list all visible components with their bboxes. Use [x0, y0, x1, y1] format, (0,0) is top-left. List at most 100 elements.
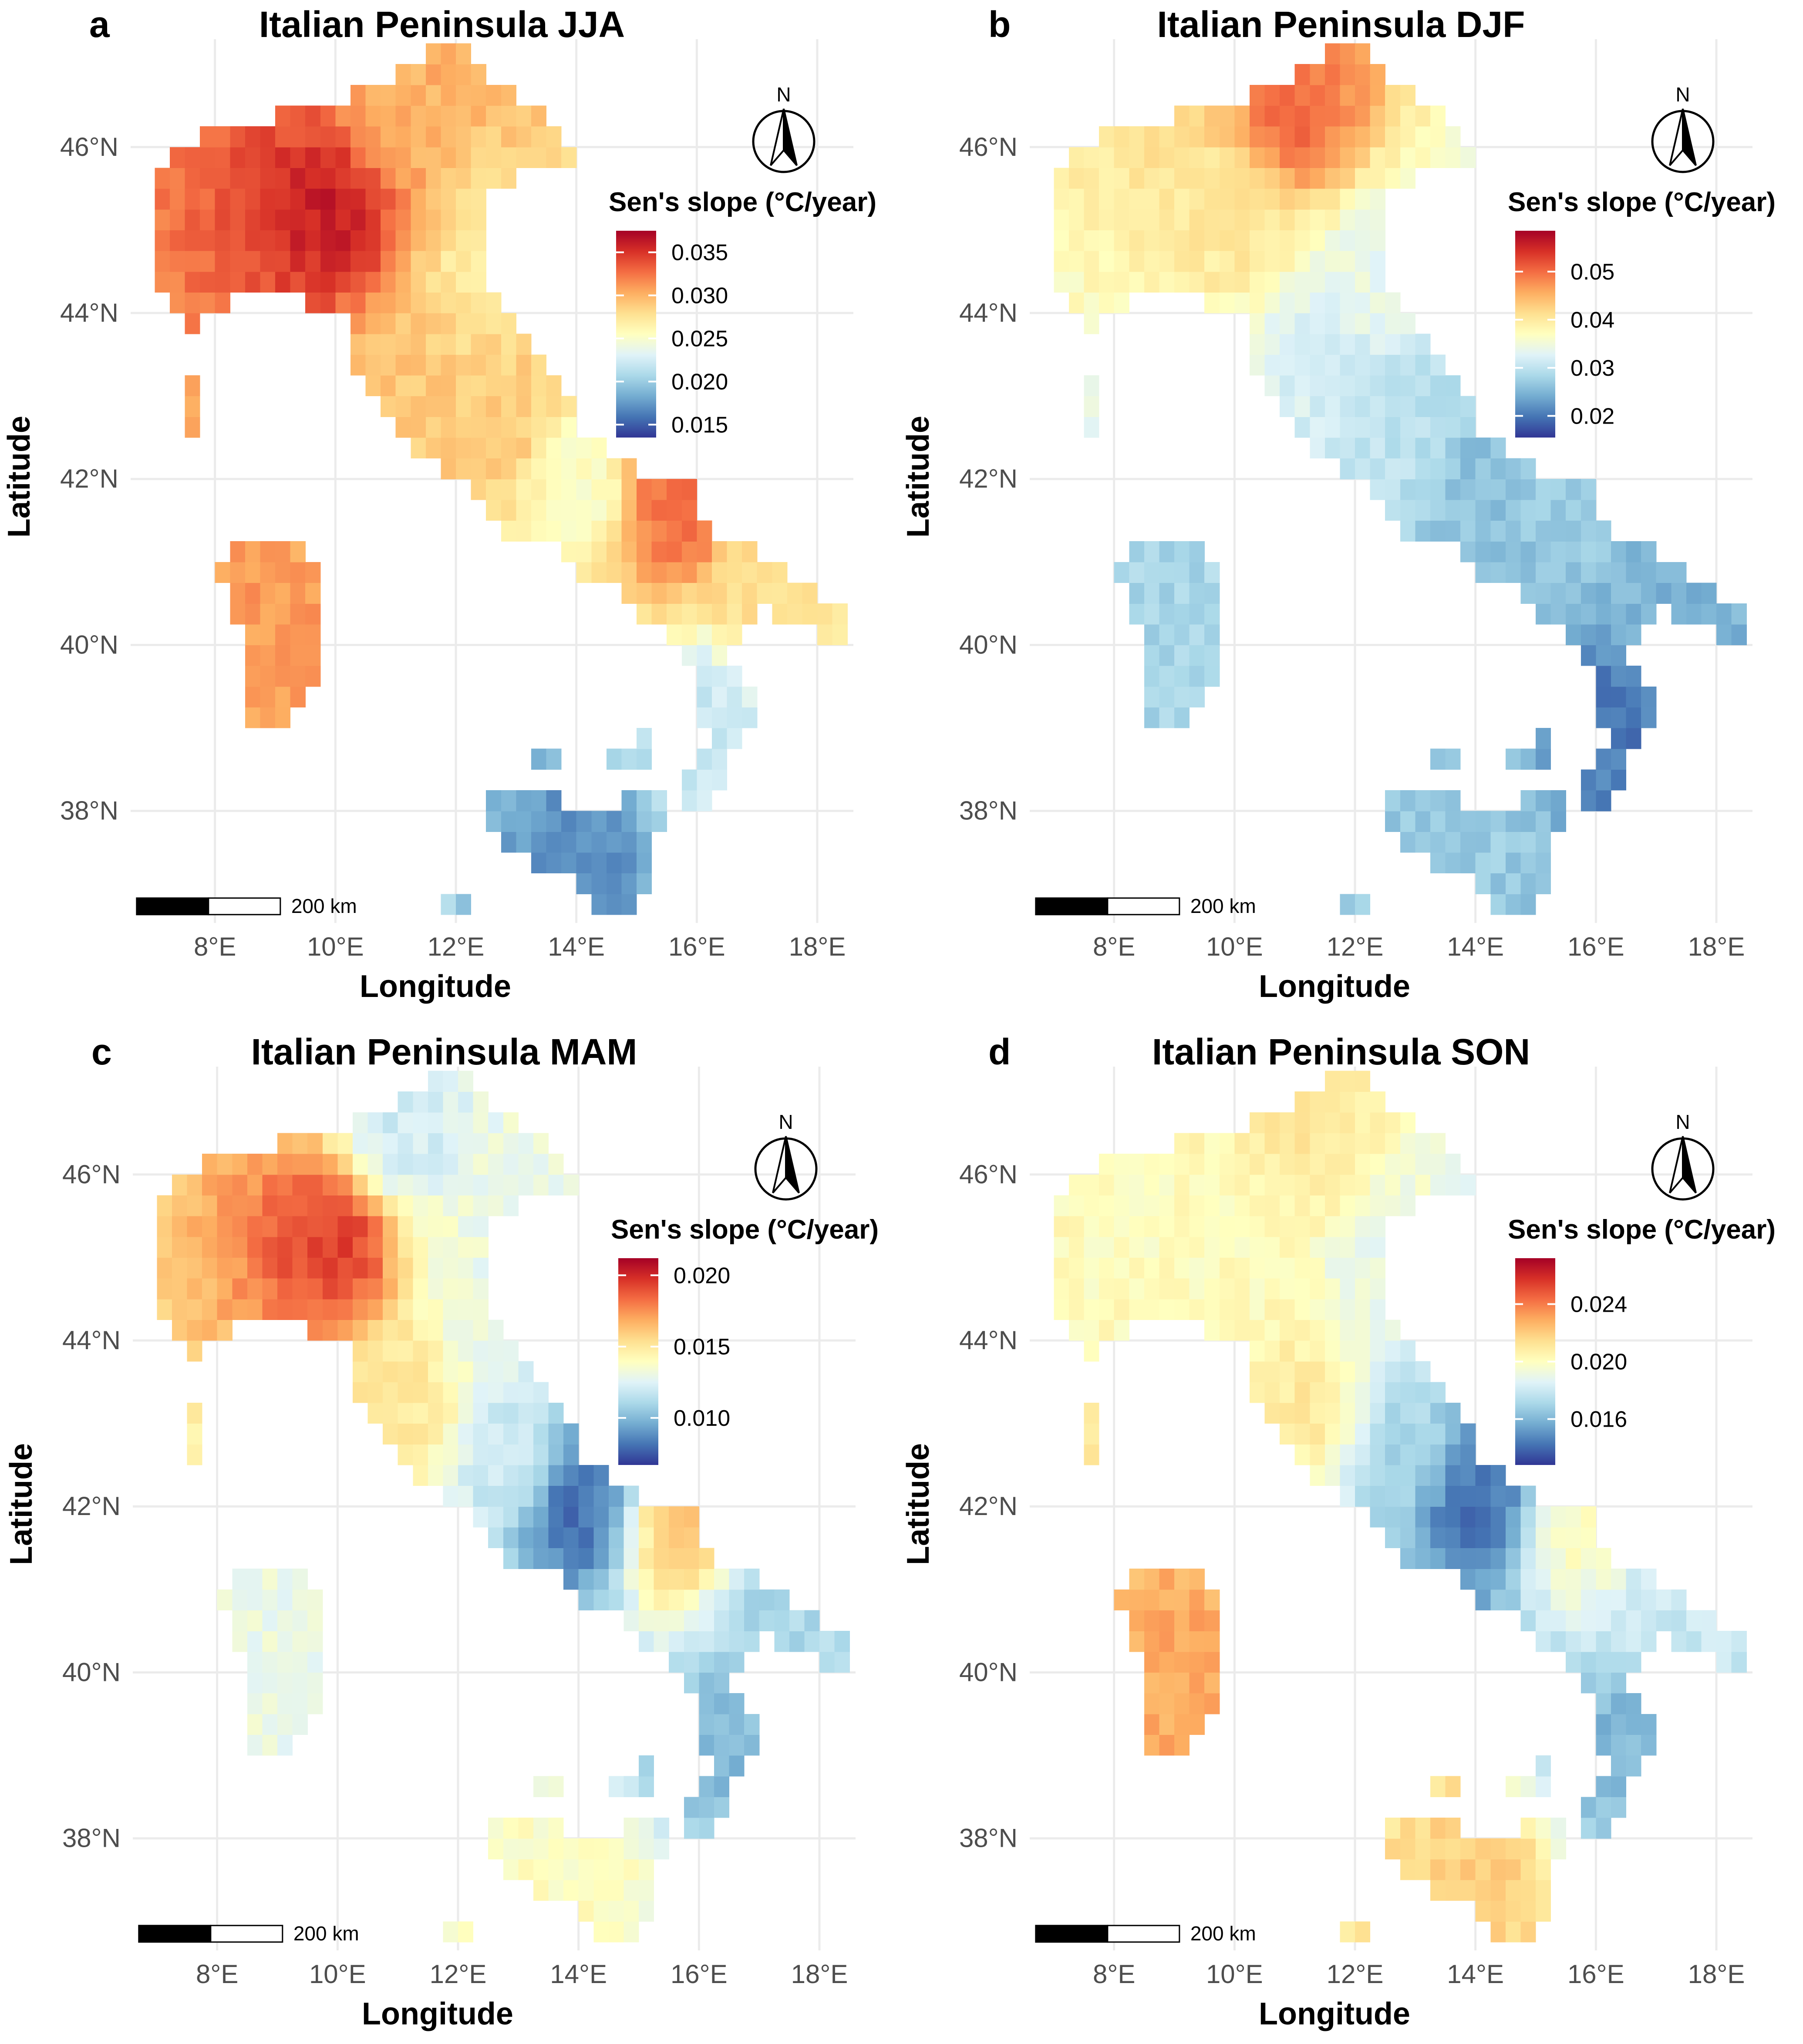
raster-cell [1536, 1838, 1551, 1859]
raster-cell [1068, 1216, 1085, 1237]
raster-cell [262, 1257, 278, 1279]
raster-cell [367, 1195, 383, 1216]
raster-cell [425, 147, 441, 168]
raster-cell [1294, 1402, 1310, 1424]
raster-cell [669, 1527, 684, 1549]
raster-cell [533, 1776, 549, 1797]
raster-cell [471, 209, 486, 231]
raster-cell [654, 1818, 669, 1839]
raster-cell [639, 1610, 654, 1631]
raster-cell [1294, 209, 1310, 231]
raster-cell [1264, 189, 1280, 210]
raster-cell [561, 437, 577, 459]
raster-cell [367, 1299, 383, 1320]
raster-cell [1068, 251, 1085, 272]
raster-cell [1370, 1382, 1385, 1403]
raster-cell [1490, 1527, 1506, 1549]
raster-cell [1400, 1112, 1415, 1134]
raster-cell [365, 375, 381, 397]
raster-cell [1294, 271, 1310, 293]
raster-cell [1159, 541, 1175, 562]
raster-cell [1520, 790, 1536, 812]
raster-cell [1445, 1818, 1461, 1839]
raster-cell [305, 645, 321, 666]
raster-cell [1204, 1320, 1220, 1341]
raster-cell [548, 1174, 564, 1196]
raster-cell [1355, 1195, 1371, 1216]
y-tick-label: 44°N [959, 298, 1018, 327]
raster-cell [1084, 1278, 1099, 1300]
raster-cell [651, 583, 667, 604]
raster-cell [1550, 790, 1566, 812]
raster-cell [1490, 437, 1506, 459]
raster-cell [185, 251, 200, 272]
raster-cell [262, 1154, 278, 1175]
raster-cell [322, 1154, 338, 1175]
raster-cell [458, 1921, 474, 1943]
raster-cell [307, 1216, 323, 1237]
raster-cell [1189, 1195, 1205, 1216]
raster-cell [1385, 458, 1401, 479]
raster-cell [185, 417, 200, 438]
raster-cell [262, 1631, 278, 1652]
raster-cell [428, 1444, 444, 1465]
raster-cell [1324, 313, 1341, 334]
raster-cell [639, 1569, 654, 1590]
raster-cell [381, 354, 396, 376]
x-tick-label: 14°E [1447, 1960, 1504, 1989]
raster-cell [1204, 1133, 1220, 1154]
raster-cell [1536, 748, 1551, 770]
raster-cell [290, 583, 306, 604]
x-tick-label: 18°E [1688, 1960, 1745, 1989]
raster-cell [441, 189, 456, 210]
raster-cell [245, 209, 261, 231]
raster-cell [654, 1569, 669, 1590]
raster-cell [1460, 1506, 1476, 1528]
raster-cell [1324, 1216, 1341, 1237]
raster-cell [802, 583, 818, 604]
raster-cell [1430, 147, 1446, 168]
raster-cell [1581, 790, 1596, 812]
raster-cell [1536, 1527, 1551, 1549]
raster-cell [1340, 1071, 1355, 1092]
raster-cell [1144, 1216, 1160, 1237]
raster-cell [1400, 811, 1415, 832]
raster-cell [1536, 541, 1551, 562]
raster-cell [744, 1610, 760, 1631]
raster-cell [546, 437, 562, 459]
raster-cell [623, 1838, 639, 1859]
raster-cell [1430, 1402, 1446, 1424]
raster-cell [1385, 479, 1401, 500]
raster-cell [1520, 1548, 1536, 1569]
raster-cell [1340, 292, 1355, 313]
raster-cell [533, 1154, 549, 1175]
raster-cell [1340, 375, 1355, 397]
raster-cell [697, 562, 712, 583]
raster-cell [759, 1589, 775, 1611]
raster-cell [1550, 1818, 1566, 1839]
raster-cell [1445, 1154, 1461, 1175]
raster-cell [1445, 1859, 1461, 1880]
raster-cell [1430, 811, 1446, 832]
raster-cell [1370, 417, 1385, 438]
raster-cell [1264, 354, 1280, 376]
raster-cell [561, 499, 577, 521]
raster-cell [488, 1506, 504, 1528]
raster-cell [335, 126, 351, 148]
raster-cell [1264, 333, 1280, 355]
raster-cell [157, 1195, 172, 1216]
raster-cell [1129, 562, 1145, 583]
raster-cell [1129, 1174, 1145, 1196]
raster-cell [1400, 84, 1415, 106]
raster-cell [1234, 230, 1250, 251]
raster-cell [217, 1589, 233, 1611]
raster-cell [561, 417, 577, 438]
raster-cell [398, 1174, 413, 1196]
raster-cell [322, 1216, 338, 1237]
raster-cell [1204, 1216, 1220, 1237]
raster-cell [1340, 894, 1355, 915]
raster-cell [501, 313, 516, 334]
raster-cell [428, 1423, 444, 1445]
raster-cell [1204, 1174, 1220, 1196]
raster-cell [1129, 1589, 1145, 1611]
